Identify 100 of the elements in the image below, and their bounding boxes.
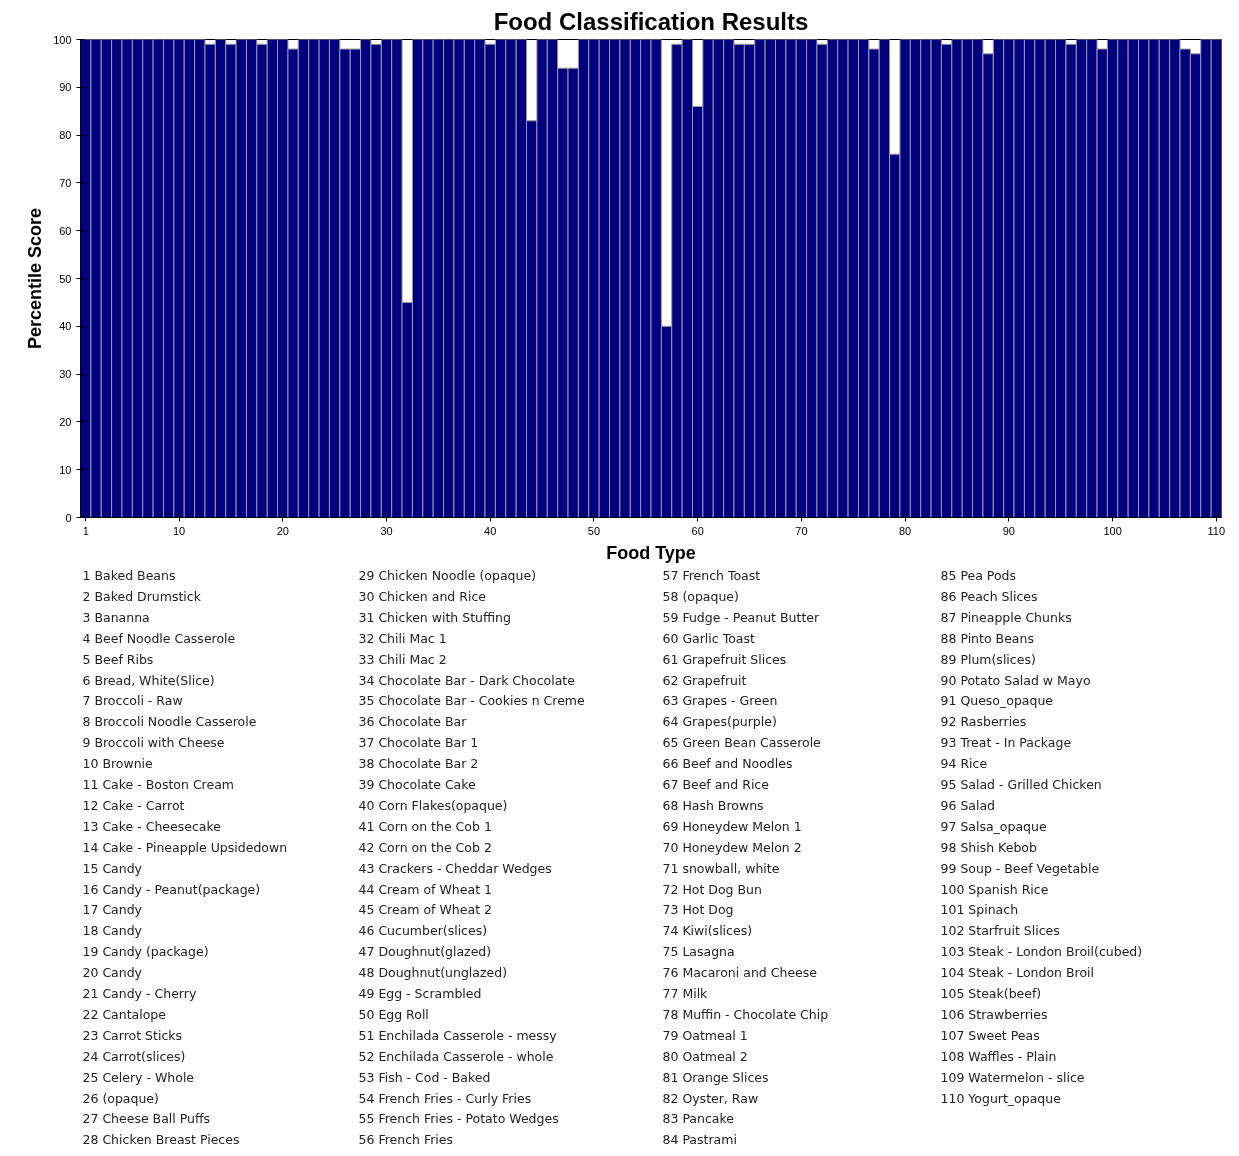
text: 6 Bread, White(Slice) — [82, 672, 215, 688]
text: 94 Rice — [940, 756, 988, 772]
text: 73 Hot Dog — [662, 902, 734, 918]
x-tick-label: 30 — [380, 524, 393, 537]
text: 23 Carrot Sticks — [82, 1027, 183, 1043]
text: 60 Garlic Toast — [662, 630, 755, 646]
text: 58 (opaque) — [662, 588, 739, 604]
text: 9 Broccoli with Cheese — [82, 735, 225, 751]
text: 96 Salad — [940, 797, 996, 813]
text: 87 Pineapple Chunks — [940, 609, 1072, 625]
y-tick-label: 40 — [59, 320, 72, 333]
text: 10 Brownie — [82, 756, 154, 772]
text: 65 Green Bean Casserole — [662, 735, 822, 751]
y-tick-label: 90 — [59, 81, 72, 94]
text: 109 Watermelon - slice — [940, 1069, 1085, 1085]
text: 31 Chicken with Stuffing — [358, 609, 511, 625]
text: 66 Beef and Noodles — [662, 756, 793, 772]
text: 91 Queso_opaque — [940, 693, 1054, 709]
y-tick-label: 60 — [59, 224, 72, 237]
text: 56 French Fries — [358, 1132, 454, 1148]
text: 37 Chocolate Bar 1 — [358, 735, 479, 751]
text: 51 Enchilada Casserole - messy — [358, 1027, 558, 1043]
text: 3 Bananna — [82, 609, 150, 625]
text: 19 Candy (package) — [82, 944, 209, 960]
chart-title: Food Classification Results — [493, 7, 809, 35]
text: 107 Sweet Peas — [940, 1027, 1040, 1043]
text: 18 Candy — [82, 923, 143, 939]
text: 84 Pastrami — [662, 1132, 737, 1148]
text: 62 Grapefruit — [662, 672, 747, 688]
x-tick-label: 90 — [1002, 524, 1015, 537]
text: 100 Spanish Rice — [940, 881, 1049, 897]
text: 16 Candy - Peanut(package) — [82, 881, 261, 897]
text: 74 Kiwi(slices) — [662, 923, 753, 939]
text: 89 Plum(slices) — [940, 651, 1036, 667]
text: 7 Broccoli - Raw — [82, 693, 183, 709]
text: 47 Doughnut(glazed) — [358, 944, 492, 960]
text: 71 snowball, white — [662, 860, 780, 876]
text: 57 French Toast — [662, 568, 761, 583]
text: 101 Spinach — [940, 902, 1019, 918]
text: 44 Cream of Wheat 1 — [358, 881, 492, 897]
x-axis-title: Food Type — [606, 542, 696, 563]
y-tick-label: 20 — [59, 415, 72, 428]
text: 22 Cantalope — [82, 1006, 167, 1022]
text: 104 Steak - London Broil — [940, 965, 1095, 981]
text: 53 Fish - Cod - Baked — [358, 1069, 491, 1085]
text: 81 Orange Slices — [662, 1069, 769, 1085]
text: 45 Cream of Wheat 2 — [358, 902, 492, 918]
text: 75 Lasagna — [662, 944, 735, 960]
text: 8 Broccoli Noodle Casserole — [82, 714, 257, 730]
text: 33 Chili Mac 2 — [358, 651, 447, 667]
text: 79 Oatmeal 1 — [662, 1027, 748, 1043]
text: 97 Salsa_opaque — [940, 818, 1047, 834]
text: 69 Honeydew Melon 1 — [662, 818, 802, 834]
text: 86 Peach Slices — [940, 588, 1038, 604]
text: 68 Hash Browns — [662, 797, 764, 813]
text: 59 Fudge - Peanut Butter — [662, 609, 820, 625]
y-tick-label: 0 — [65, 511, 72, 524]
x-tick-label: 50 — [587, 524, 601, 537]
y-tick-label: 50 — [59, 272, 72, 285]
text: 39 Chocolate Cake — [358, 777, 477, 792]
text: 4 Beef Noodle Casserole — [82, 630, 236, 646]
x-tick-label: 100 — [1103, 524, 1122, 537]
text: 15 Candy — [82, 860, 143, 876]
text: 72 Hot Dog Bun — [662, 881, 762, 897]
text: 90 Potato Salad w Mayo — [940, 672, 1091, 688]
text: 99 Soup - Beef Vegetable — [940, 860, 1100, 876]
y-tick-label: 30 — [59, 368, 72, 381]
text: 43 Crackers - Cheddar Wedges — [358, 860, 552, 876]
text: 106 Strawberries — [940, 1006, 1048, 1022]
x-tick-label: 10 — [172, 524, 186, 537]
text: 93 Treat - In Package — [940, 735, 1072, 751]
x-tick-label: 70 — [795, 524, 808, 537]
text: 85 Pea Pods — [940, 568, 1016, 583]
text: 76 Macaroni and Cheese — [662, 965, 818, 981]
text: 110 Yogurt_opaque — [940, 1090, 1062, 1106]
text: 35 Chocolate Bar - Cookies n Creme — [358, 693, 585, 709]
text: 38 Chocolate Bar 2 — [358, 756, 479, 772]
text: 11 Cake - Boston Cream — [82, 777, 235, 792]
text: 82 Oyster, Raw — [662, 1090, 759, 1106]
text: 80 Oatmeal 2 — [662, 1048, 748, 1064]
x-tick-label: 80 — [899, 524, 912, 537]
text: 102 Starfruit Slices — [940, 923, 1060, 939]
text: 25 Celery - Whole — [82, 1069, 195, 1085]
text: 77 Milk — [662, 986, 709, 1001]
text: 67 Beef and Rice — [662, 777, 770, 792]
text: 98 Shish Kebob — [940, 839, 1037, 855]
text: 12 Cake - Carrot — [82, 797, 185, 813]
x-tick-label: 20 — [276, 524, 289, 537]
text: 103 Steak - London Broil(cubed) — [940, 944, 1143, 960]
y-tick-label: 70 — [59, 176, 72, 189]
text: 17 Candy — [82, 902, 143, 918]
y-tick-label: 10 — [59, 463, 72, 476]
text: 108 Waffles - Plain — [940, 1048, 1057, 1064]
text: 83 Pancake — [662, 1111, 735, 1127]
text: 46 Cucumber(slices) — [358, 923, 488, 939]
text: 95 Salad - Grilled Chicken — [940, 777, 1102, 792]
text: 55 French Fries - Potato Wedges — [358, 1111, 559, 1127]
text: 36 Chocolate Bar — [358, 714, 468, 730]
text: 63 Grapes - Green — [662, 693, 778, 709]
x-tick-label: 110 — [1207, 524, 1226, 537]
